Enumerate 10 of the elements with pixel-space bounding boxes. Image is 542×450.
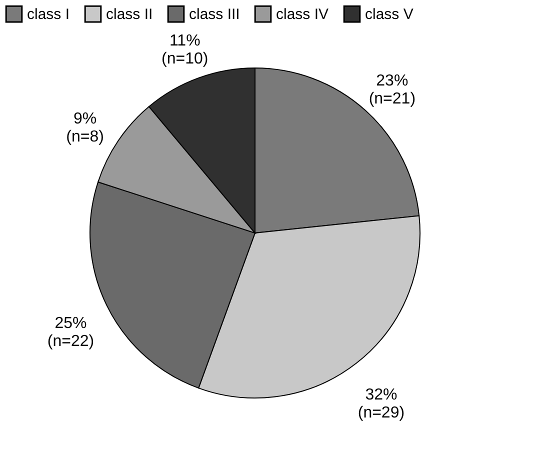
data-label: 11% (n=10) — [162, 32, 208, 68]
data-label: 23% (n=21) — [368, 72, 416, 108]
data-label: 32% (n=29) — [358, 386, 405, 422]
data-label: 25% (n=22) — [47, 314, 94, 350]
legend-label: class III — [189, 6, 240, 24]
legend-label: class V — [365, 6, 414, 24]
legend-label: class I — [27, 6, 70, 24]
data-label: 9% (n=8) — [66, 110, 104, 146]
legend-label: class IV — [276, 6, 329, 24]
legend-label: class II — [106, 6, 153, 24]
